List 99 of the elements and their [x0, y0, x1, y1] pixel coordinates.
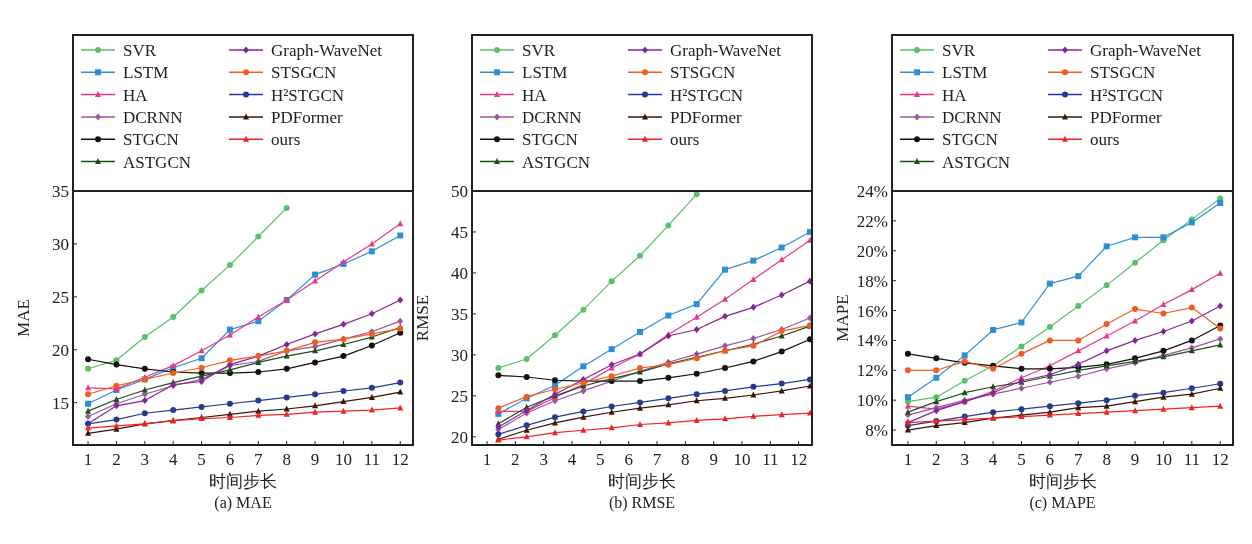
- y-tick-label: 18%: [856, 271, 888, 291]
- legend-label: DCRNN: [123, 107, 183, 127]
- x-tick-label: 9: [709, 450, 718, 469]
- legend-label: H²STGCN: [670, 85, 744, 105]
- legend-label: ours: [670, 130, 700, 150]
- y-tick-label: 14%: [856, 331, 888, 351]
- legend-label: ours: [1090, 130, 1120, 150]
- legend-label: H²STGCN: [271, 85, 345, 105]
- x-tick-label: 2: [932, 450, 941, 469]
- legend-label: STGCN: [123, 130, 179, 150]
- x-tick-label: 1: [83, 450, 93, 469]
- legend-label: STGCN: [942, 130, 998, 150]
- x-tick-label: 2: [511, 450, 520, 469]
- legend-label: SVR: [942, 41, 976, 60]
- legend-label: PDFormer: [670, 107, 743, 127]
- x-tick-label: 4: [168, 450, 178, 469]
- legend-label: LSTM: [942, 63, 988, 83]
- x-tick-label: 12: [1211, 450, 1229, 469]
- legend-label: PDFormer: [1090, 107, 1163, 127]
- y-tick-label: 25: [451, 386, 468, 406]
- x-tick-label: 10: [733, 450, 751, 469]
- y-tick-label: 25: [52, 287, 69, 307]
- y-tick-label: 45: [451, 222, 468, 242]
- x-tick-label: 12: [790, 450, 808, 469]
- x-tick-label: 5: [197, 450, 206, 469]
- text: (b) RMSE: [608, 494, 676, 512]
- legend-label: STSGCN: [271, 63, 337, 83]
- x-tick-label: 3: [539, 450, 548, 469]
- legend-label: Graph-WaveNet: [271, 41, 383, 60]
- y-tick-label: 24%: [856, 182, 888, 201]
- y-tick-label: 20: [451, 427, 468, 447]
- legend-label: STSGCN: [670, 63, 736, 83]
- x-tick-label: 8: [282, 450, 291, 469]
- y-tick-label: 35: [52, 182, 69, 201]
- x-tick-label: 4: [988, 450, 998, 469]
- y-axis-title: MAPE: [833, 294, 852, 342]
- legend-label: HA: [522, 85, 548, 105]
- y-tick-label: 30: [451, 345, 468, 365]
- legend-label: DCRNN: [522, 107, 582, 127]
- x-tick-label: 6: [225, 450, 235, 469]
- x-tick-label: 5: [1017, 450, 1026, 469]
- legend-label: HA: [942, 85, 968, 105]
- legend-label: Graph-WaveNet: [670, 41, 782, 60]
- x-axis-title: 时间步长: [608, 472, 676, 491]
- x-tick-label: 9: [310, 450, 320, 469]
- x-tick-label: 2: [112, 450, 121, 469]
- x-axis-title: 时间步长: [1028, 472, 1097, 491]
- y-tick-label: 20%: [856, 241, 888, 261]
- y-axis-title: MAE: [14, 299, 33, 337]
- legend-label: ASTGCN: [123, 152, 192, 172]
- legend-label: HA: [123, 85, 149, 105]
- legend-label: PDFormer: [271, 107, 344, 127]
- x-tick-label: 6: [1045, 450, 1055, 469]
- y-tick-label: 10%: [856, 391, 888, 411]
- x-axis-title: 时间步长: [209, 472, 277, 491]
- text: (c) MAPE: [1029, 494, 1096, 512]
- y-tick-label: 30: [52, 234, 69, 254]
- y-tick-label: 40: [451, 263, 468, 283]
- x-tick-label: 5: [596, 450, 605, 469]
- x-tick-label: 8: [681, 450, 690, 469]
- x-tick-label: 10: [1154, 450, 1172, 469]
- x-tick-label: 8: [1102, 450, 1111, 469]
- legend-label: SVR: [123, 41, 157, 60]
- y-tick-label: 12%: [856, 361, 888, 381]
- x-tick-label: 3: [140, 450, 150, 469]
- y-tick-label: 15: [52, 393, 69, 413]
- legend-label: DCRNN: [942, 107, 1002, 127]
- x-tick-label: 1: [903, 450, 913, 469]
- x-tick-label: 7: [652, 450, 662, 469]
- legend-label: STGCN: [522, 130, 578, 150]
- legend-label: Graph-WaveNet: [1090, 41, 1202, 60]
- x-tick-label: 6: [624, 450, 633, 469]
- legend-label: ASTGCN: [522, 152, 591, 172]
- x-tick-label: 4: [567, 450, 577, 469]
- x-tick-label: 10: [334, 450, 352, 469]
- legend-label: ASTGCN: [942, 152, 1011, 172]
- legend-label: H²STGCN: [1090, 85, 1164, 105]
- legend-label: SVR: [522, 41, 556, 60]
- x-tick-label: 9: [1130, 450, 1140, 469]
- y-tick-label: 22%: [856, 211, 888, 231]
- text: (a) MAE: [214, 494, 272, 512]
- x-tick-label: 11: [363, 450, 381, 469]
- y-tick-label: 20: [52, 340, 69, 360]
- y-axis-title: RMSE: [413, 294, 432, 342]
- legend-label: LSTM: [123, 63, 169, 83]
- y-tick-label: 16%: [856, 301, 888, 321]
- x-tick-label: 3: [960, 450, 969, 469]
- x-tick-label: 1: [482, 450, 492, 469]
- x-tick-label: 11: [1183, 450, 1201, 469]
- legend-label: LSTM: [522, 63, 568, 83]
- x-tick-label: 7: [1074, 450, 1084, 469]
- y-tick-label: 8%: [865, 421, 888, 441]
- x-tick-label: 12: [391, 450, 409, 469]
- y-tick-label: 50: [451, 182, 468, 201]
- x-tick-label: 11: [762, 450, 779, 469]
- x-tick-label: 7: [254, 450, 264, 469]
- legend-label: STSGCN: [1090, 63, 1156, 83]
- legend-label: ours: [271, 130, 301, 150]
- y-tick-label: 35: [451, 304, 468, 324]
